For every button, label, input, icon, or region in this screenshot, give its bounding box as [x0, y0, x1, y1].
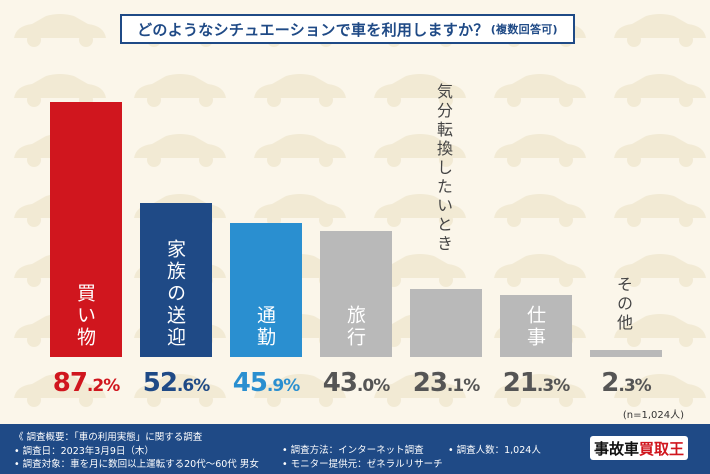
survey-target: • 調査対象：車を月に数回以上運転する20代～60代 男女	[14, 459, 259, 470]
value-label-2: 52.6%	[142, 368, 211, 398]
value-label-5: 23.1%	[412, 368, 481, 398]
bar-chart: 買い物 87.2% 家族の送迎 52.6% 通勤 45.9% 旅行 43.0% 気分転換したいと…	[50, 83, 662, 398]
bar-1	[50, 102, 122, 357]
category-label-6: 仕事	[524, 305, 546, 349]
brand-logo: 事故車 買取王	[590, 436, 688, 460]
survey-monitor: • モニター提供元：ゼネラルリサーチ	[282, 458, 443, 470]
survey-method: • 調査方法：インターネット調査	[282, 445, 424, 456]
value-label-4: 43.0%	[322, 368, 391, 398]
value-label-6: 21.3%	[502, 368, 571, 398]
logo-text-red: 買取王	[639, 439, 685, 458]
bar-4	[320, 231, 392, 357]
sample-size-note: (n=1,024人)	[622, 410, 684, 421]
survey-count: • 調査人数：1,024人	[448, 445, 541, 456]
bar-5	[410, 289, 482, 357]
value-label-7: 2.3%	[601, 368, 651, 398]
title-sub: (複数回答可)	[490, 23, 558, 36]
logo-text-black: 事故車	[593, 439, 639, 458]
survey-footer: 《 調査概要：「車の利用実態」に関する調査 • 調査日：2023年3月9日（木）…	[0, 424, 710, 474]
survey-date: • 調査日：2023年3月9日（木）	[14, 445, 154, 457]
footer-col-mid: • 調査方法：インターネット調査 • モニター提供元：ゼネラルリサーチ	[282, 444, 443, 471]
bar-7	[590, 350, 662, 357]
survey-overview: 《 調査概要：「車の利用実態」に関する調査	[14, 432, 203, 443]
bar-3	[230, 222, 302, 357]
footer-col-right: • 調査人数：1,024人	[448, 444, 541, 458]
category-label-7: その他	[614, 276, 633, 334]
category-label-4: 旅行	[344, 305, 366, 349]
category-label-3: 通勤	[254, 305, 276, 349]
value-label-3: 45.9%	[232, 368, 301, 398]
chart-title: どのようなシチュエーションで車を利用しますか？ (複数回答可)	[120, 14, 575, 44]
footer-col-left: 《 調査概要：「車の利用実態」に関する調査 • 調査日：2023年3月9日（木）…	[14, 431, 259, 472]
bar-2	[140, 203, 212, 357]
category-label-5: 気分転換したいとき	[434, 83, 453, 255]
category-label-1: 買い物	[74, 283, 96, 349]
title-main: どのようなシチュエーションで車を利用しますか？	[137, 20, 489, 39]
bar-6	[500, 294, 572, 357]
category-label-2: 家族の送迎	[164, 239, 186, 349]
value-label-1: 87.2%	[52, 368, 121, 398]
